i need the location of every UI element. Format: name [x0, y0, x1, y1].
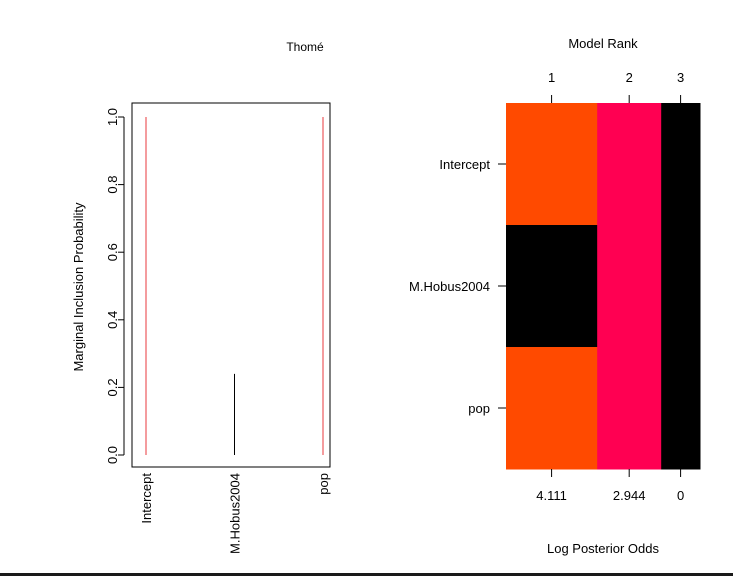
x-axis-labels: Intercept M.Hobus2004 pop	[139, 473, 331, 554]
y-tick-label: 0.6	[105, 243, 120, 261]
rank-label: 3	[677, 70, 684, 85]
row-labels: Intercept M.Hobus2004 pop	[409, 157, 506, 416]
top-axis-title: Model Rank	[568, 36, 638, 51]
row-label: M.Hobus2004	[409, 279, 490, 294]
model-cell	[597, 225, 662, 348]
rank-label: 1	[548, 70, 555, 85]
y-tick-label: 0.2	[105, 378, 120, 396]
rank-label: 2	[626, 70, 633, 85]
x-tick-label: Intercept	[139, 473, 154, 524]
y-tick-label: 1.0	[105, 108, 120, 126]
y-axis-label: Marginal Inclusion Probability	[71, 202, 86, 372]
bottom-rule	[0, 573, 733, 576]
row-label: Intercept	[439, 157, 490, 172]
chart-title: Thomé	[286, 40, 324, 54]
log-posterior-odds-axis: 4.111 2.944 0	[536, 469, 684, 503]
y-tick-label: 0.0	[105, 446, 120, 464]
bottom-axis-title: Log Posterior Odds	[547, 541, 660, 556]
model-cell	[597, 103, 662, 226]
model-cells	[506, 103, 701, 470]
y-tick-label: 0.8	[105, 176, 120, 194]
odds-label: 0	[677, 488, 684, 503]
odds-label: 4.111	[536, 488, 567, 503]
odds-label: 2.944	[613, 488, 646, 503]
y-axis: 0.0 0.2 0.4 0.6 0.8 1.0	[105, 108, 125, 464]
model-cell	[661, 103, 701, 226]
row-label: pop	[468, 401, 490, 416]
y-tick-label: 0.4	[105, 311, 120, 329]
x-tick-label: M.Hobus2004	[228, 473, 243, 554]
model-cell	[597, 347, 662, 470]
inclusion-bars	[145, 117, 324, 455]
model-rank-chart: Model Rank Log Posterior Odds Intercept M…	[409, 36, 701, 556]
model-cell	[661, 225, 701, 348]
model-cell	[506, 103, 598, 226]
model-cell	[661, 347, 701, 470]
model-rank-axis: 1 2 3	[548, 70, 684, 103]
model-cell	[506, 225, 598, 348]
plot-frame	[131, 102, 331, 468]
x-tick-label: pop	[316, 473, 331, 495]
model-cell	[506, 347, 598, 470]
inclusion-probability-chart: Thomé Marginal Inclusion Probability 0.0…	[71, 40, 331, 554]
